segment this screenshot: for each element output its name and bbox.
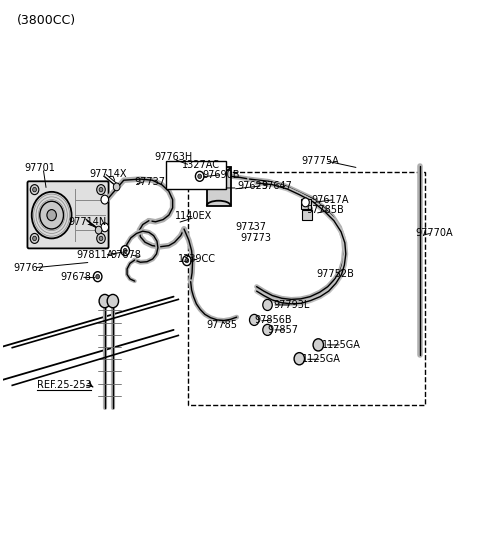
Circle shape <box>123 249 127 253</box>
Circle shape <box>250 314 259 325</box>
Text: 97647: 97647 <box>261 181 292 191</box>
Circle shape <box>107 295 119 308</box>
Text: 97775A: 97775A <box>301 156 339 166</box>
Text: 97737: 97737 <box>235 222 266 232</box>
Circle shape <box>198 174 202 179</box>
Circle shape <box>96 234 105 244</box>
Bar <box>301 199 311 209</box>
Bar <box>301 210 312 220</box>
Circle shape <box>33 236 36 241</box>
Text: 97856B: 97856B <box>254 315 292 325</box>
Text: 97737: 97737 <box>135 177 166 187</box>
Text: 97763H: 97763H <box>155 152 193 162</box>
Bar <box>167 161 226 189</box>
Circle shape <box>40 201 63 229</box>
Circle shape <box>96 185 105 195</box>
Circle shape <box>113 183 120 191</box>
Circle shape <box>30 234 39 244</box>
Bar <box>188 172 425 405</box>
Circle shape <box>101 223 108 232</box>
Text: 97617A: 97617A <box>311 195 348 204</box>
Circle shape <box>30 185 39 195</box>
Text: 97773: 97773 <box>240 234 271 244</box>
Circle shape <box>313 339 324 351</box>
Circle shape <box>121 246 130 255</box>
Circle shape <box>96 226 102 234</box>
Text: 97785: 97785 <box>207 320 238 330</box>
Text: 1125GA: 1125GA <box>322 340 360 350</box>
Circle shape <box>212 166 218 174</box>
Text: 97714X: 97714X <box>90 169 127 179</box>
Circle shape <box>294 353 304 365</box>
Text: 97752B: 97752B <box>316 269 354 279</box>
Circle shape <box>182 255 191 265</box>
Text: 97678: 97678 <box>110 250 141 260</box>
Circle shape <box>99 188 103 192</box>
Bar <box>207 167 230 206</box>
Circle shape <box>32 192 72 239</box>
Circle shape <box>94 272 102 282</box>
Circle shape <box>263 300 272 310</box>
Circle shape <box>185 258 189 263</box>
Circle shape <box>33 188 36 192</box>
Text: 97623: 97623 <box>238 181 268 191</box>
Text: (3800CC): (3800CC) <box>17 14 76 27</box>
Text: 97762: 97762 <box>13 263 44 273</box>
Text: 97770A: 97770A <box>416 228 453 238</box>
Circle shape <box>101 195 108 204</box>
Circle shape <box>99 295 110 308</box>
Text: 1339CC: 1339CC <box>179 254 216 264</box>
Text: 97678: 97678 <box>60 272 92 282</box>
Circle shape <box>47 209 56 221</box>
FancyBboxPatch shape <box>27 181 108 249</box>
Circle shape <box>96 274 99 279</box>
Text: 97701: 97701 <box>24 163 55 173</box>
Text: 1140EX: 1140EX <box>175 211 212 221</box>
Circle shape <box>263 324 272 335</box>
Text: 97714N: 97714N <box>68 217 107 227</box>
Text: 97690B: 97690B <box>202 170 240 180</box>
Text: 97785B: 97785B <box>306 205 344 215</box>
Text: 97793L: 97793L <box>273 300 310 310</box>
Text: 1125GA: 1125GA <box>301 354 340 365</box>
Circle shape <box>301 198 309 207</box>
Text: 1327AC: 1327AC <box>182 160 220 170</box>
Circle shape <box>195 171 204 181</box>
Text: 97811A: 97811A <box>76 250 114 260</box>
Circle shape <box>99 236 103 241</box>
Text: 97857: 97857 <box>267 325 299 335</box>
Text: REF.25-253: REF.25-253 <box>37 380 92 390</box>
